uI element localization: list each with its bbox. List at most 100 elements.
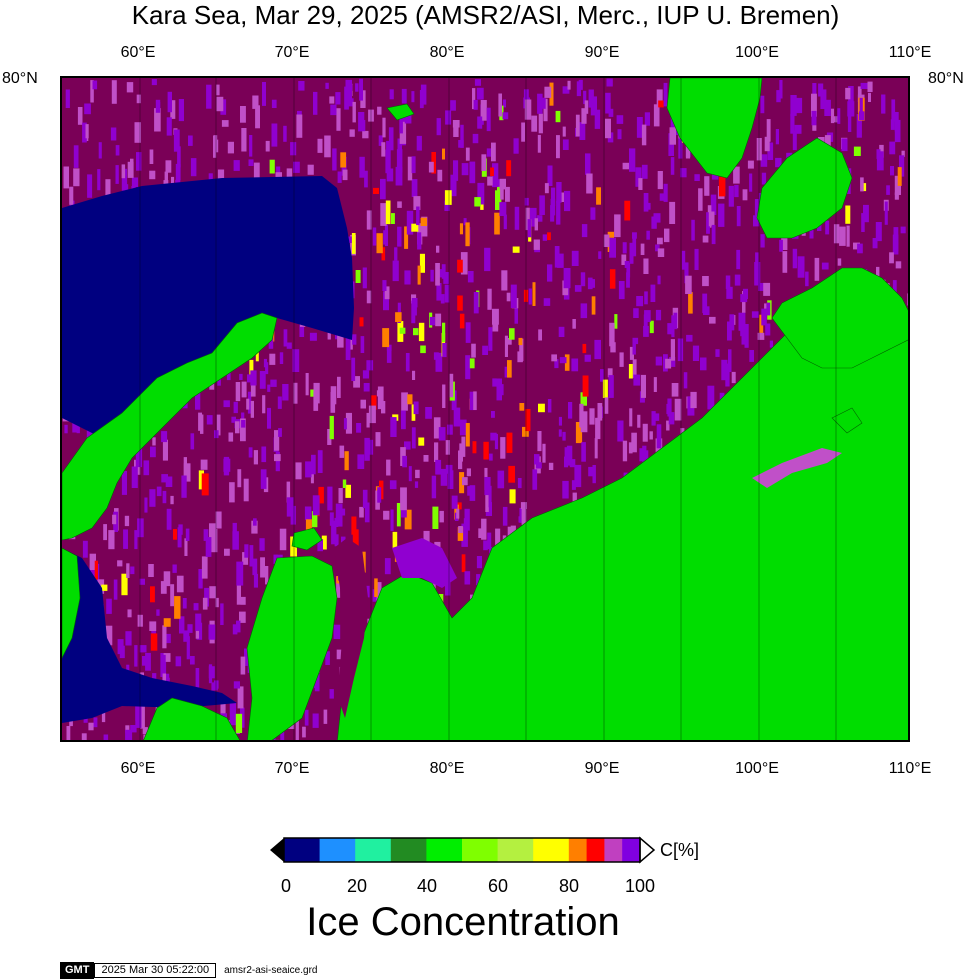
- ice-pixel: [626, 262, 631, 278]
- ice-pixel: [296, 114, 303, 138]
- ice-pixel: [85, 124, 89, 139]
- ice-pixel: [476, 556, 482, 569]
- ice-pixel: [101, 584, 108, 591]
- ice-pixel: [761, 308, 767, 326]
- ice-pixel: [636, 117, 643, 138]
- ice-pixel: [728, 185, 734, 207]
- ice-pixel: [392, 260, 399, 282]
- ice-pixel: [900, 226, 906, 234]
- ice-pixel: [363, 383, 370, 392]
- sea-ice-map-canvas: [62, 78, 908, 740]
- ice-pixel: [385, 200, 391, 225]
- ice-pixel: [130, 725, 137, 733]
- ice-pixel: [323, 709, 328, 724]
- ice-pixel: [237, 469, 242, 488]
- map-title: Kara Sea, Mar 29, 2025 (AMSR2/ASI, Merc.…: [131, 0, 840, 30]
- ice-pixel: [425, 407, 432, 419]
- land-vaygach: [62, 547, 81, 659]
- ice-pixel: [65, 89, 70, 108]
- ice-pixel: [176, 575, 184, 593]
- ice-pixel: [164, 171, 168, 193]
- ice-pixel: [156, 486, 162, 497]
- ice-pixel: [126, 664, 130, 672]
- ice-pixel: [580, 272, 586, 287]
- ice-pixel: [170, 584, 175, 607]
- ice-pixel: [562, 431, 566, 441]
- ice-pixel: [413, 328, 419, 336]
- ice-pixel: [420, 345, 426, 354]
- ice-pixel: [861, 213, 865, 232]
- ice-pixel: [89, 553, 96, 570]
- ice-pixel: [156, 609, 160, 616]
- ice-pixel: [814, 257, 820, 281]
- ice-pixel: [418, 322, 425, 342]
- ice-pixel: [692, 345, 700, 361]
- ice-pixel: [236, 561, 244, 586]
- ice-pixel: [726, 286, 733, 299]
- ice-pixel: [469, 161, 476, 184]
- ice-pixel: [175, 163, 181, 181]
- ice-pixel: [604, 397, 609, 414]
- ice-pixel: [603, 234, 610, 247]
- ice-pixel: [649, 431, 653, 440]
- ice-pixel: [309, 332, 317, 341]
- ice-pixel: [508, 465, 515, 483]
- ice-pixel: [610, 342, 616, 353]
- ice-pixel: [484, 247, 491, 272]
- ice-pixel: [569, 459, 576, 468]
- ice-pixel: [163, 571, 171, 587]
- ice-pixel: [644, 291, 648, 305]
- ice-pixel: [421, 216, 428, 237]
- ice-pixel: [220, 603, 224, 625]
- ice-pixel: [136, 94, 141, 104]
- ice-pixel: [642, 423, 648, 442]
- ice-pixel: [473, 391, 477, 410]
- ice-pixel: [377, 386, 384, 410]
- ice-pixel: [707, 385, 715, 410]
- ice-pixel: [111, 80, 117, 104]
- ice-pixel: [709, 316, 716, 324]
- ice-pixel: [876, 151, 884, 171]
- ice-pixel: [93, 717, 98, 728]
- ice-pixel: [279, 528, 287, 551]
- timestamp-label: 2025 Mar 30 05:22:00: [94, 962, 217, 978]
- ice-pixel: [338, 488, 343, 504]
- open-water-pechora: [62, 548, 237, 723]
- ice-pixel: [136, 152, 142, 171]
- ice-pixel: [471, 343, 476, 358]
- ice-pixel: [181, 475, 187, 498]
- ice-pixel: [465, 423, 470, 447]
- ice-pixel: [271, 99, 277, 108]
- ice-pixel: [587, 277, 593, 290]
- ice-pixel: [653, 213, 661, 223]
- ice-pixel: [148, 564, 154, 577]
- ice-pixel: [731, 371, 736, 384]
- ice-pixel: [232, 522, 237, 540]
- ice-pixel: [764, 303, 769, 313]
- land-yamal: [246, 555, 338, 740]
- ice-pixel: [389, 480, 397, 490]
- ice-pixel: [671, 383, 679, 397]
- colorbar-cell: [533, 838, 570, 862]
- ice-pixel: [698, 188, 703, 211]
- ice-pixel: [538, 329, 542, 341]
- ice-pixel: [162, 439, 168, 461]
- ice-pixel: [759, 314, 764, 338]
- ice-pixel: [402, 455, 407, 468]
- ice-pixel: [594, 438, 598, 459]
- ice-pixel: [204, 587, 209, 607]
- ice-pixel: [329, 512, 334, 526]
- ice-pixel: [760, 234, 765, 248]
- ice-pixel: [729, 314, 735, 331]
- ice-pixel: [657, 275, 661, 285]
- ice-pixel: [390, 509, 394, 531]
- ice-pixel: [628, 364, 633, 379]
- ice-pixel: [450, 100, 456, 111]
- colorbar-unit: C[%]: [660, 840, 700, 860]
- ice-pixel: [594, 339, 601, 360]
- ice-pixel: [488, 485, 492, 508]
- ice-pixel: [708, 211, 715, 227]
- ice-pixel: [517, 478, 522, 489]
- ice-pixel: [215, 511, 222, 529]
- ice-pixel: [677, 338, 684, 362]
